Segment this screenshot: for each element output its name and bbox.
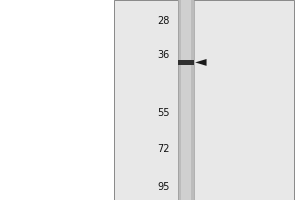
Text: 95: 95 [157,182,170,192]
Bar [114,0,294,200]
Bar [178,0,194,200]
Bar [178,60,194,65]
Text: 36: 36 [157,50,170,60]
Bar [181,0,191,200]
Text: 55: 55 [157,108,169,118]
Text: 72: 72 [157,144,169,154]
Text: 28: 28 [157,16,170,26]
Polygon shape [195,59,207,66]
